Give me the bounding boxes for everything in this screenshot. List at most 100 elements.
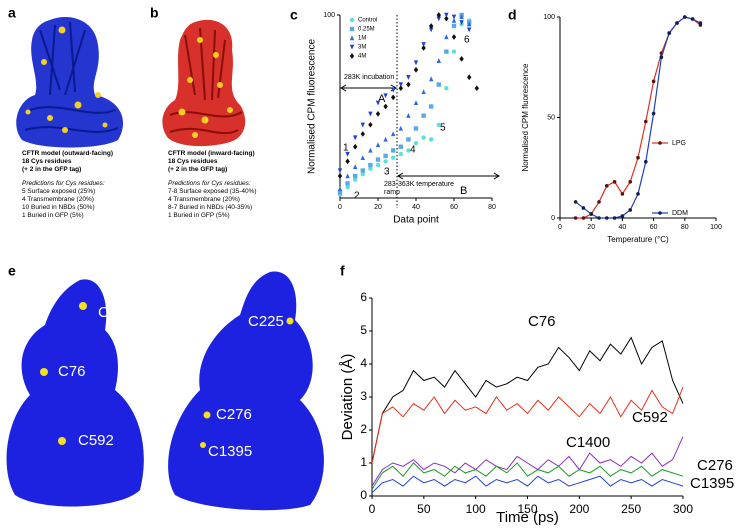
marker (368, 121, 373, 128)
marker (683, 15, 687, 19)
legend-label: 3M (358, 45, 366, 51)
marker (368, 166, 373, 171)
marker (651, 111, 656, 116)
y-tick-label: 4 (360, 356, 367, 370)
panel-label: f (340, 263, 345, 279)
y-tick-label: 5 (360, 323, 367, 337)
x-tick-label: 100 (466, 502, 486, 516)
marker (337, 190, 343, 195)
x-tick-label: 0 (558, 224, 562, 231)
x-tick-label: 250 (621, 502, 641, 516)
series-label: C592 (632, 409, 668, 426)
panel-label: d (508, 7, 517, 23)
marker (406, 137, 411, 142)
marker (605, 184, 609, 188)
x-tick-label: 60 (650, 224, 658, 231)
marker (451, 14, 457, 20)
residue-label: C128 (98, 304, 134, 321)
marker (413, 126, 419, 131)
y-tick-label: 2 (360, 422, 367, 436)
marker (345, 158, 350, 165)
marker (429, 104, 434, 109)
marker (612, 216, 617, 220)
marker (383, 159, 388, 164)
marker (459, 20, 464, 25)
residue-label: C592 (78, 432, 114, 449)
residue-label: C1395 (208, 443, 252, 460)
x-tick-label: 60 (450, 204, 458, 211)
legend-marker (658, 141, 662, 145)
panel-label: b (150, 5, 159, 21)
y-tick-label: 50 (547, 114, 555, 121)
marker (406, 148, 411, 153)
marker (636, 155, 640, 160)
annotation: B (460, 185, 467, 197)
annotation: 283-363K temperature ramp (384, 181, 455, 196)
marker (353, 143, 358, 150)
marker (353, 173, 358, 179)
series-line (371, 475, 684, 494)
legend-label: 4M (358, 54, 366, 60)
annotation: A (378, 93, 386, 105)
arrowheads (397, 172, 500, 180)
text-line: CFTR model (inward-facing) (168, 150, 255, 157)
marker (353, 135, 358, 141)
series-line (575, 16, 701, 219)
marker (360, 168, 365, 173)
marker (436, 58, 441, 63)
text-line: (+ 2 in the GFP tag) (22, 166, 82, 173)
marker (690, 17, 695, 21)
marker (368, 111, 373, 117)
x-axis-title: Time (ps) (496, 509, 559, 526)
legend-label: 0.25M (358, 27, 375, 33)
y-tick-label: 0 (360, 488, 367, 502)
text-line: 18 Cys residues (22, 158, 72, 165)
x-tick-label: 200 (569, 502, 589, 516)
marker (345, 181, 350, 186)
marker (444, 86, 449, 91)
legend-marker (349, 44, 355, 50)
y-tick-label: 100 (323, 12, 335, 19)
marker (368, 162, 373, 168)
marker (383, 93, 388, 99)
x-tick-label: 20 (374, 204, 382, 211)
x-axis-title: Data point (393, 215, 439, 226)
x-tick-label: 50 (417, 502, 431, 516)
marker (444, 34, 449, 40)
marker (391, 155, 396, 160)
marker (597, 216, 601, 220)
y-axis-title: Normalised CPM fluorescence (521, 63, 530, 172)
marker (573, 216, 578, 220)
marker (375, 157, 381, 162)
marker (337, 186, 343, 192)
marker (589, 212, 593, 216)
marker (421, 135, 426, 140)
series-label: C1400 (566, 434, 610, 451)
marker (406, 75, 411, 80)
protein-inward (162, 19, 246, 147)
marker (391, 94, 396, 101)
text-line: 7-8 Surface exposed (35-40%) (168, 188, 257, 195)
text-line: CFTR model (outward-facing) (22, 150, 113, 157)
marker (636, 192, 640, 196)
text-line: 1 Buried in GFP (5%) (22, 212, 84, 219)
marker (436, 82, 441, 87)
annotation: 1 (343, 143, 349, 154)
marker (698, 21, 703, 25)
marker (383, 153, 388, 159)
marker (474, 85, 479, 92)
y-tick-label: 3 (360, 389, 367, 403)
marker (429, 137, 434, 142)
x-tick-label: 150 (517, 502, 537, 516)
annotation: 5 (440, 123, 446, 134)
marker (429, 76, 434, 82)
marker (429, 23, 434, 29)
marker (573, 200, 578, 204)
marker (451, 49, 457, 54)
marker (360, 131, 365, 137)
marker (345, 151, 350, 157)
marker (467, 74, 472, 81)
y-axis-title: Deviation (Å) (339, 354, 356, 441)
marker (345, 184, 350, 190)
